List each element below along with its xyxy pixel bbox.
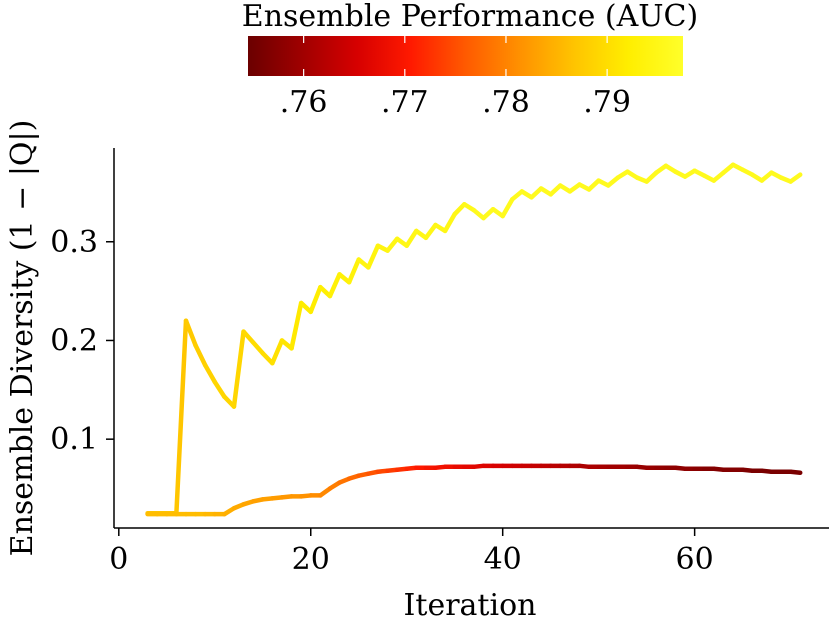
series-line-1 bbox=[145, 162, 803, 516]
colorbar-tick-label: .79 bbox=[583, 85, 631, 120]
series-segment bbox=[174, 318, 189, 516]
y-tick-label: 0.3 bbox=[50, 225, 98, 260]
y-axis-label: Ensemble Diversity (1 − |Q|) bbox=[5, 120, 40, 557]
series-segment bbox=[366, 243, 381, 270]
y-tick-label: 0.2 bbox=[50, 323, 98, 358]
x-tick-label: 20 bbox=[292, 542, 330, 577]
colorbar-tick-label: .78 bbox=[482, 85, 530, 120]
series-line-2 bbox=[145, 463, 803, 517]
colorbar-title: Ensemble Performance (AUC) bbox=[242, 0, 698, 34]
colorbar: Ensemble Performance (AUC) .76 .77 .78 .79 bbox=[242, 0, 698, 120]
series-segment bbox=[193, 343, 208, 368]
series-segment bbox=[289, 300, 304, 351]
series-segment bbox=[788, 172, 803, 184]
x-tick-label: 40 bbox=[484, 542, 522, 577]
series-segment bbox=[346, 257, 361, 285]
series-segment bbox=[212, 379, 227, 399]
series-segment bbox=[308, 284, 323, 315]
series-segment bbox=[788, 469, 803, 475]
series-segment bbox=[327, 272, 342, 299]
y-tick-label: 0.1 bbox=[50, 422, 98, 457]
x-axis-label: Iteration bbox=[404, 588, 537, 618]
series-segment bbox=[385, 236, 400, 253]
colorbar-gradient bbox=[248, 36, 683, 76]
plot-area: 0 20 40 60 0.1 0.2 0.3 Iteration Ensemble Div… bbox=[5, 120, 829, 618]
series-segment bbox=[270, 338, 285, 366]
series-segment bbox=[250, 340, 266, 356]
series-segment bbox=[500, 197, 515, 219]
x-tick-label: 60 bbox=[676, 542, 714, 577]
series-segment bbox=[452, 202, 467, 217]
series-segment bbox=[241, 329, 256, 345]
series-segment bbox=[442, 211, 457, 234]
colorbar-tick-label: .76 bbox=[280, 85, 328, 120]
series-segment bbox=[404, 228, 419, 248]
series-segment bbox=[231, 329, 246, 409]
series-segment bbox=[423, 222, 438, 241]
series-segment bbox=[202, 362, 218, 385]
colorbar-tick-label: .77 bbox=[381, 85, 429, 120]
series-segment bbox=[183, 318, 198, 348]
x-tick-label: 0 bbox=[109, 542, 128, 577]
